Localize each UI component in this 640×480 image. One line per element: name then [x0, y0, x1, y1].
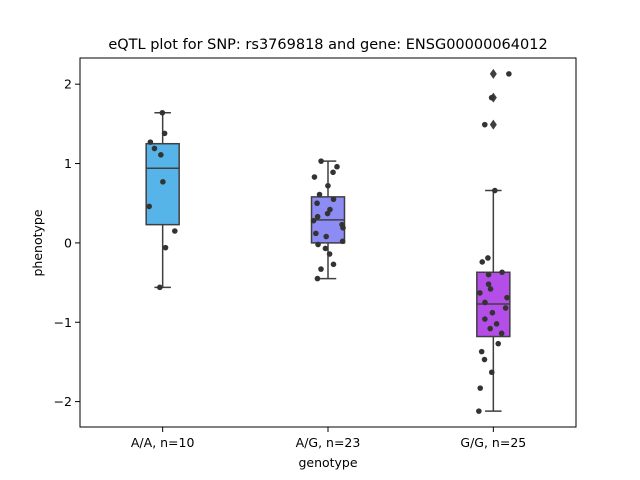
x-axis-label: genotype: [298, 455, 357, 470]
data-point: [314, 213, 321, 220]
data-point: [492, 187, 498, 194]
data-point: [485, 255, 491, 261]
data-point: [495, 340, 502, 347]
data-point: [323, 233, 330, 240]
box-group: [476, 68, 512, 414]
data-point: [489, 309, 496, 316]
data-point: [310, 217, 317, 224]
data-point: [158, 152, 164, 158]
data-point: [171, 228, 178, 234]
chart-title: eQTL plot for SNP: rs3769818 and gene: E…: [108, 37, 547, 53]
data-point: [314, 200, 320, 207]
data-point: [315, 241, 321, 248]
data-point: [311, 174, 318, 180]
data-point: [316, 191, 323, 198]
data-point: [502, 305, 509, 311]
box-group: [145, 109, 180, 291]
data-point: [493, 321, 500, 327]
data-point: [339, 238, 346, 245]
data-point: [506, 71, 512, 77]
data-point: [162, 244, 169, 251]
data-point: [324, 210, 331, 217]
data-point: [482, 299, 488, 306]
y-tick-label: −1: [54, 315, 72, 330]
data-point: [334, 163, 340, 170]
y-tick-label: −2: [54, 394, 72, 409]
box-group: [310, 158, 346, 282]
data-point: [161, 130, 168, 137]
data-point: [147, 139, 154, 145]
data-point: [330, 196, 337, 203]
y-axis: 2 1 0 −1 −2: [54, 77, 80, 409]
data-point: [330, 169, 336, 176]
data-point: [326, 251, 333, 257]
data-point: [318, 158, 324, 164]
data-point: [476, 408, 482, 414]
data-point: [479, 259, 486, 265]
data-point: [157, 284, 163, 291]
data-point: [485, 281, 492, 287]
data-point: [499, 269, 505, 276]
data-point: [504, 294, 510, 301]
data-point: [151, 145, 158, 152]
data-point: [485, 271, 492, 278]
data-point: [146, 203, 152, 210]
data-point: [318, 266, 324, 272]
data-point: [325, 182, 331, 189]
x-tick-label: G/G, n=25: [460, 435, 526, 450]
data-point: [340, 225, 346, 231]
data-point: [330, 261, 337, 268]
data-point: [313, 230, 319, 237]
data-point: [314, 275, 321, 282]
outlier-marker: [489, 68, 497, 79]
data-point: [478, 348, 485, 355]
data-point: [487, 325, 493, 332]
data-point: [477, 385, 484, 391]
data-point: [481, 356, 488, 363]
data-point: [498, 330, 505, 337]
data-point: [481, 121, 488, 128]
plot-layer: [145, 68, 512, 414]
x-tick-label: A/A, n=10: [131, 435, 195, 450]
data-point: [477, 290, 483, 296]
y-axis-label: phenotype: [30, 209, 45, 276]
data-point: [482, 316, 488, 322]
y-tick-label: 2: [64, 77, 72, 92]
outlier-marker: [489, 119, 497, 130]
data-point: [487, 286, 494, 292]
data-point: [322, 245, 329, 252]
data-point: [488, 369, 495, 376]
y-tick-label: 1: [64, 156, 72, 171]
x-tick-label: A/G, n=23: [296, 435, 361, 450]
data-point: [160, 178, 166, 185]
y-tick-label: 0: [64, 235, 72, 250]
data-point: [488, 94, 495, 101]
x-axis: A/A, n=10 A/G, n=23 G/G, n=25: [131, 427, 526, 450]
data-point: [159, 109, 166, 116]
